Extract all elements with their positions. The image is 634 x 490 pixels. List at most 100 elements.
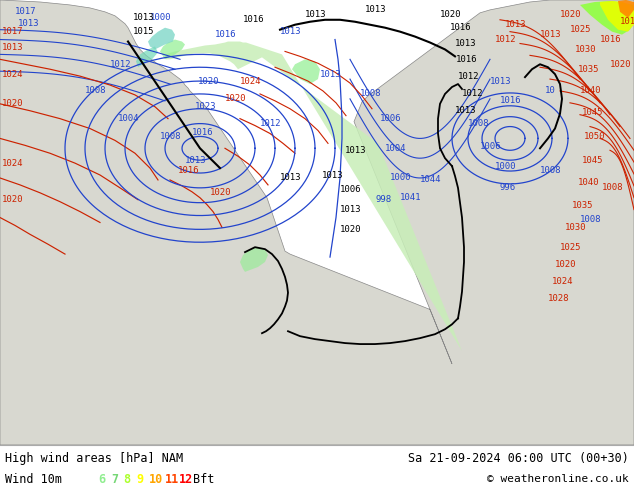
Text: 1013: 1013 [305, 10, 327, 19]
Text: 1024: 1024 [2, 159, 23, 168]
Text: 1008: 1008 [85, 86, 107, 96]
Text: 1044: 1044 [420, 175, 441, 184]
Text: 1008: 1008 [468, 119, 489, 128]
Text: 1024: 1024 [240, 76, 261, 86]
Text: 1016: 1016 [243, 15, 264, 24]
Text: 1006: 1006 [340, 185, 361, 195]
Text: 10: 10 [149, 473, 163, 486]
Text: 1013: 1013 [455, 106, 477, 115]
Text: 1012: 1012 [495, 35, 517, 44]
Text: 1020: 1020 [610, 60, 631, 69]
Text: 1012: 1012 [110, 60, 131, 69]
Text: 1004: 1004 [385, 144, 406, 153]
Polygon shape [165, 42, 462, 351]
Text: Bft: Bft [193, 473, 215, 486]
Text: 1016: 1016 [192, 128, 214, 137]
Text: 8: 8 [124, 473, 131, 486]
Text: 1012: 1012 [462, 90, 484, 98]
Text: 1050: 1050 [584, 132, 605, 141]
Text: Sa 21-09-2024 06:00 UTC (00+30): Sa 21-09-2024 06:00 UTC (00+30) [408, 452, 629, 465]
Text: 11: 11 [165, 473, 179, 486]
Text: 1020: 1020 [2, 195, 23, 204]
Text: Wind 10m: Wind 10m [5, 473, 62, 486]
Text: 1017: 1017 [15, 7, 37, 16]
Text: 1008: 1008 [602, 183, 623, 193]
Text: 1013: 1013 [133, 13, 155, 23]
Text: 1040: 1040 [578, 178, 600, 187]
Text: 1030: 1030 [565, 223, 586, 232]
Text: 1013: 1013 [455, 39, 477, 48]
Text: 1013: 1013 [505, 20, 526, 29]
Text: 1013: 1013 [340, 205, 361, 214]
Text: 1013: 1013 [2, 43, 23, 52]
Text: 1020: 1020 [225, 95, 247, 103]
Text: 1028: 1028 [548, 294, 569, 303]
Text: 1020: 1020 [198, 76, 219, 86]
Text: 1008: 1008 [160, 132, 181, 141]
Text: 1045: 1045 [582, 108, 604, 117]
Text: 1008: 1008 [540, 166, 562, 174]
Text: 1016: 1016 [215, 30, 236, 39]
Text: 1013: 1013 [365, 5, 387, 14]
Text: 1035: 1035 [578, 65, 600, 74]
Text: 1017: 1017 [2, 27, 23, 36]
Text: 1024: 1024 [552, 277, 574, 286]
Text: 1020: 1020 [555, 261, 576, 270]
Text: 1016: 1016 [450, 23, 472, 32]
Text: 12: 12 [179, 473, 193, 486]
Text: High wind areas [hPa] NAM: High wind areas [hPa] NAM [5, 452, 183, 465]
Text: 7: 7 [111, 473, 118, 486]
Text: 1006: 1006 [480, 142, 501, 151]
Text: 1000: 1000 [495, 162, 517, 171]
Text: 1013: 1013 [280, 173, 302, 182]
Text: 1013: 1013 [280, 27, 302, 36]
Polygon shape [292, 59, 320, 84]
Text: 1012: 1012 [458, 72, 479, 81]
Polygon shape [148, 27, 175, 49]
Text: 1045: 1045 [582, 156, 604, 165]
Text: 1016: 1016 [178, 166, 200, 174]
Polygon shape [136, 47, 158, 67]
Polygon shape [0, 0, 634, 445]
Text: 1013: 1013 [490, 76, 512, 86]
Text: 1016: 1016 [500, 97, 522, 105]
Polygon shape [580, 1, 634, 35]
Text: 1013: 1013 [322, 172, 344, 180]
Text: 1016: 1016 [600, 35, 621, 44]
Text: 1016: 1016 [456, 55, 477, 64]
Text: 1000: 1000 [390, 173, 411, 182]
Text: 1023: 1023 [195, 102, 216, 111]
Text: 1025: 1025 [570, 25, 592, 34]
Text: 1012: 1012 [260, 119, 281, 128]
Text: 1024: 1024 [2, 70, 23, 79]
Text: 996: 996 [500, 183, 516, 193]
Text: 998: 998 [375, 195, 391, 204]
Text: 1015: 1015 [133, 27, 155, 36]
Text: 9: 9 [136, 473, 143, 486]
Text: 1008: 1008 [580, 215, 602, 224]
Text: 1013: 1013 [540, 30, 562, 39]
Text: 1035: 1035 [572, 201, 593, 210]
Text: 1013: 1013 [18, 19, 39, 28]
Text: 1004: 1004 [118, 114, 139, 123]
Text: 1020: 1020 [2, 99, 23, 108]
Text: 1025: 1025 [560, 243, 581, 252]
Text: 6: 6 [98, 473, 105, 486]
Polygon shape [600, 1, 634, 32]
Text: 1020: 1020 [210, 188, 231, 197]
Text: 1040: 1040 [580, 86, 602, 96]
Text: 1013: 1013 [185, 156, 207, 165]
Text: 1013: 1013 [345, 146, 366, 155]
Text: 1013: 1013 [620, 17, 634, 26]
Polygon shape [240, 247, 268, 272]
Text: 10: 10 [545, 86, 556, 96]
Text: 1013: 1013 [320, 70, 342, 79]
Text: © weatheronline.co.uk: © weatheronline.co.uk [487, 474, 629, 484]
Polygon shape [160, 40, 185, 59]
Text: 1020: 1020 [440, 10, 462, 19]
Text: 1006: 1006 [380, 114, 401, 123]
Text: 1020: 1020 [560, 10, 581, 19]
Text: 1041: 1041 [400, 193, 422, 202]
Text: 1030: 1030 [575, 45, 597, 54]
Text: 1008: 1008 [360, 90, 382, 98]
